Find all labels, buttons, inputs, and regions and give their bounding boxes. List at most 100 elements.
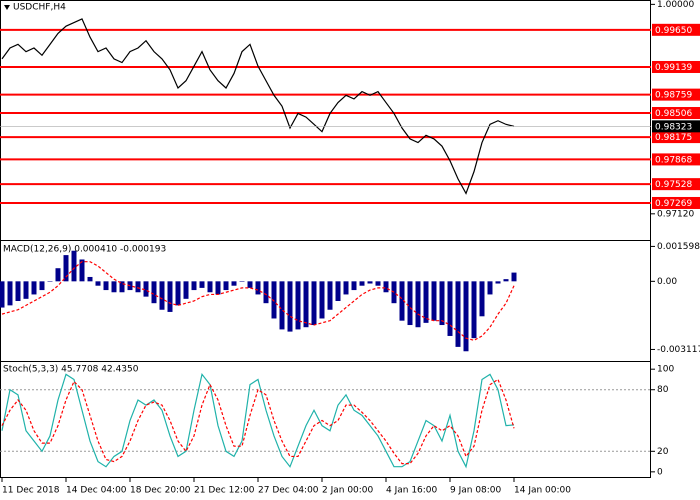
histogram-bar <box>111 281 117 293</box>
x-tick-label: 14 Jan 00:00 <box>514 486 571 496</box>
y-tick-label: 1.00000 <box>657 0 694 10</box>
histogram-bar <box>311 281 317 326</box>
histogram-bar <box>327 281 333 310</box>
histogram-bar <box>495 281 501 284</box>
histogram-bar <box>223 281 229 291</box>
x-tick-label: 14 Dec 04:00 <box>66 486 127 496</box>
histogram-bar <box>151 281 157 304</box>
level-label: 0.99650 <box>655 26 692 36</box>
level-label-box <box>652 131 700 144</box>
level-label-box <box>652 153 700 166</box>
x-tick-label: 4 Jan 16:00 <box>386 486 438 496</box>
level-label-box <box>652 23 700 36</box>
histogram-bar <box>351 281 357 291</box>
histogram-bar <box>287 281 293 332</box>
level-label-box <box>652 60 700 73</box>
signal-line <box>1 378 515 465</box>
x-tick-label: 18 Dec 20:00 <box>130 486 191 496</box>
y-tick-label: 0.97120 <box>657 209 694 219</box>
x-tick-label: 21 Dec 12:00 <box>194 486 255 496</box>
y-tick-label: 0 <box>657 467 663 477</box>
price-line <box>1 18 515 195</box>
histogram-bar <box>143 281 149 297</box>
histogram-bar <box>335 281 341 301</box>
histogram-bar <box>215 281 221 295</box>
histogram-bar <box>463 281 469 352</box>
panel-title: USDCHF,H4 <box>13 3 66 13</box>
histogram-bar <box>135 281 141 293</box>
histogram-bar <box>87 276 93 282</box>
histogram-bar <box>415 281 421 328</box>
histogram-bar <box>431 281 437 321</box>
histogram-bar <box>271 281 277 319</box>
panel-title: MACD(12,26,9) 0.000410 -0.000193 <box>3 245 166 255</box>
level-label: 0.99139 <box>655 63 692 73</box>
histogram-bar <box>95 281 101 286</box>
histogram-bar <box>359 281 365 286</box>
histogram-bar <box>175 281 181 306</box>
histogram-bar <box>47 281 53 282</box>
level-label: 0.97269 <box>655 199 692 209</box>
histogram-bar <box>167 281 173 312</box>
histogram-bar <box>447 281 453 336</box>
x-tick-label: 27 Dec 04:00 <box>258 486 319 496</box>
histogram-bar <box>471 281 477 339</box>
level-label: 0.97868 <box>655 155 692 165</box>
level-label-box <box>652 178 700 191</box>
signal-line <box>1 261 515 341</box>
histogram-bar <box>183 281 189 299</box>
histogram-bar <box>455 281 461 347</box>
x-tick-label: 2 Jan 00:00 <box>322 486 374 496</box>
last-price-box <box>652 120 700 133</box>
histogram-bar <box>119 281 125 293</box>
histogram-bar <box>23 281 29 299</box>
y-tick-label: 0.00 <box>657 277 677 287</box>
histogram-bar <box>103 281 109 291</box>
title-marker <box>4 5 10 10</box>
histogram-bar <box>439 281 445 326</box>
x-tick-label: 9 Jan 08:00 <box>450 486 502 496</box>
histogram-bar <box>263 281 269 304</box>
price-line <box>1 372 515 469</box>
level-label: 0.97528 <box>655 180 692 190</box>
y-tick-label: 80 <box>657 385 669 395</box>
histogram-bar <box>255 281 261 295</box>
histogram-bar <box>303 281 309 328</box>
histogram-bar <box>487 281 493 295</box>
histogram-bar <box>31 281 37 295</box>
histogram-bar <box>239 281 245 282</box>
histogram-bar <box>207 281 213 293</box>
histogram-bar <box>55 268 61 282</box>
histogram-bar <box>503 279 509 282</box>
histogram-bar <box>159 281 165 310</box>
y-tick-label: -0.003117 <box>657 345 700 355</box>
histogram-bar <box>295 281 301 330</box>
level-label-box <box>652 107 700 120</box>
level-label-box <box>652 196 700 209</box>
histogram-bar <box>247 281 253 288</box>
histogram-bar <box>231 281 237 286</box>
histogram-bar <box>15 281 21 301</box>
y-tick-label: 100 <box>657 365 674 375</box>
histogram-bar <box>191 281 197 291</box>
histogram-bar <box>511 272 517 282</box>
histogram-bar <box>399 281 405 321</box>
histogram-bar <box>199 281 205 288</box>
level-label: 0.98506 <box>655 109 692 119</box>
histogram-bar <box>343 281 349 295</box>
y-tick-label: 0.001598 <box>657 242 700 252</box>
histogram-bar <box>479 281 485 317</box>
histogram-bar <box>375 281 381 286</box>
histogram-bar <box>71 250 77 282</box>
last-price-label: 0.98323 <box>655 122 692 132</box>
x-tick-label: 11 Dec 2018 <box>2 486 60 496</box>
level-label: 0.98759 <box>655 91 692 101</box>
y-tick-label: 20 <box>657 447 669 457</box>
panel-title: Stoch(5,3,3) 45.7708 42.4350 <box>3 365 139 375</box>
histogram-bar <box>367 281 373 284</box>
histogram-bar <box>39 281 45 291</box>
histogram-bar <box>63 255 69 282</box>
histogram-bar <box>279 281 285 330</box>
histogram-bar <box>383 281 389 293</box>
